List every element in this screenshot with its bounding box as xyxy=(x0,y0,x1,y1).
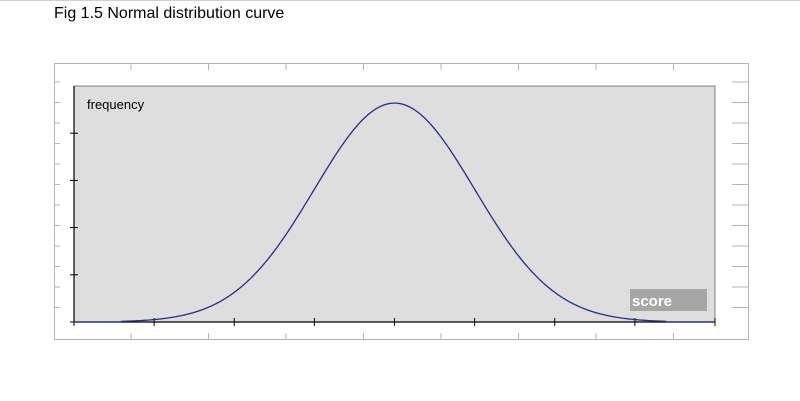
x-axis-label-box xyxy=(630,289,707,311)
y-axis-label: frequency xyxy=(87,97,145,112)
figure-caption: Fig 1.5 Normal distribution curve xyxy=(54,5,285,22)
plot-area xyxy=(74,86,715,322)
top-rule xyxy=(0,0,800,1)
outer-frame-ticks xyxy=(54,63,749,340)
plot-area-border xyxy=(74,85,716,322)
x-axis-label: score xyxy=(632,293,672,310)
series-curve-line xyxy=(74,102,715,323)
